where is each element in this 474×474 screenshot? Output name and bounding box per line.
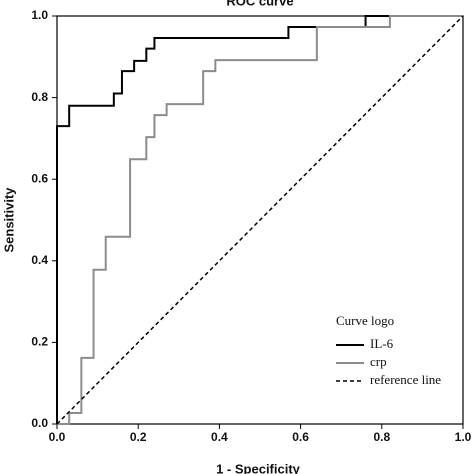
y-tick-label: 1.0 [31, 8, 48, 22]
x-tick-label: 0.4 [211, 430, 228, 444]
x-tick-label: 0.2 [130, 430, 147, 444]
chart-title: ROC curve [226, 0, 293, 8]
y-tick-label: 0.2 [31, 335, 48, 349]
series-line [56, 15, 464, 425]
legend-label: crp [370, 354, 387, 369]
legend-title: Curve logo [336, 313, 394, 328]
y-tick-label: 0.4 [31, 253, 48, 267]
series-line [57, 15, 463, 425]
x-axis-label: 1 - Specificity [216, 461, 301, 474]
x-tick-label: 1.0 [455, 430, 472, 444]
y-tick-label: 0.8 [31, 90, 48, 104]
y-tick-label: 0.0 [31, 416, 48, 430]
x-tick-label: 0.6 [292, 430, 309, 444]
legend-label: reference line [370, 372, 441, 387]
legend-label: IL-6 [370, 336, 394, 351]
series-line [56, 15, 463, 424]
x-tick-label: 0.0 [49, 430, 66, 444]
y-axis-label: Sensitivity [1, 187, 16, 253]
x-tick-label: 0.8 [373, 430, 390, 444]
y-tick-label: 0.6 [31, 171, 48, 185]
